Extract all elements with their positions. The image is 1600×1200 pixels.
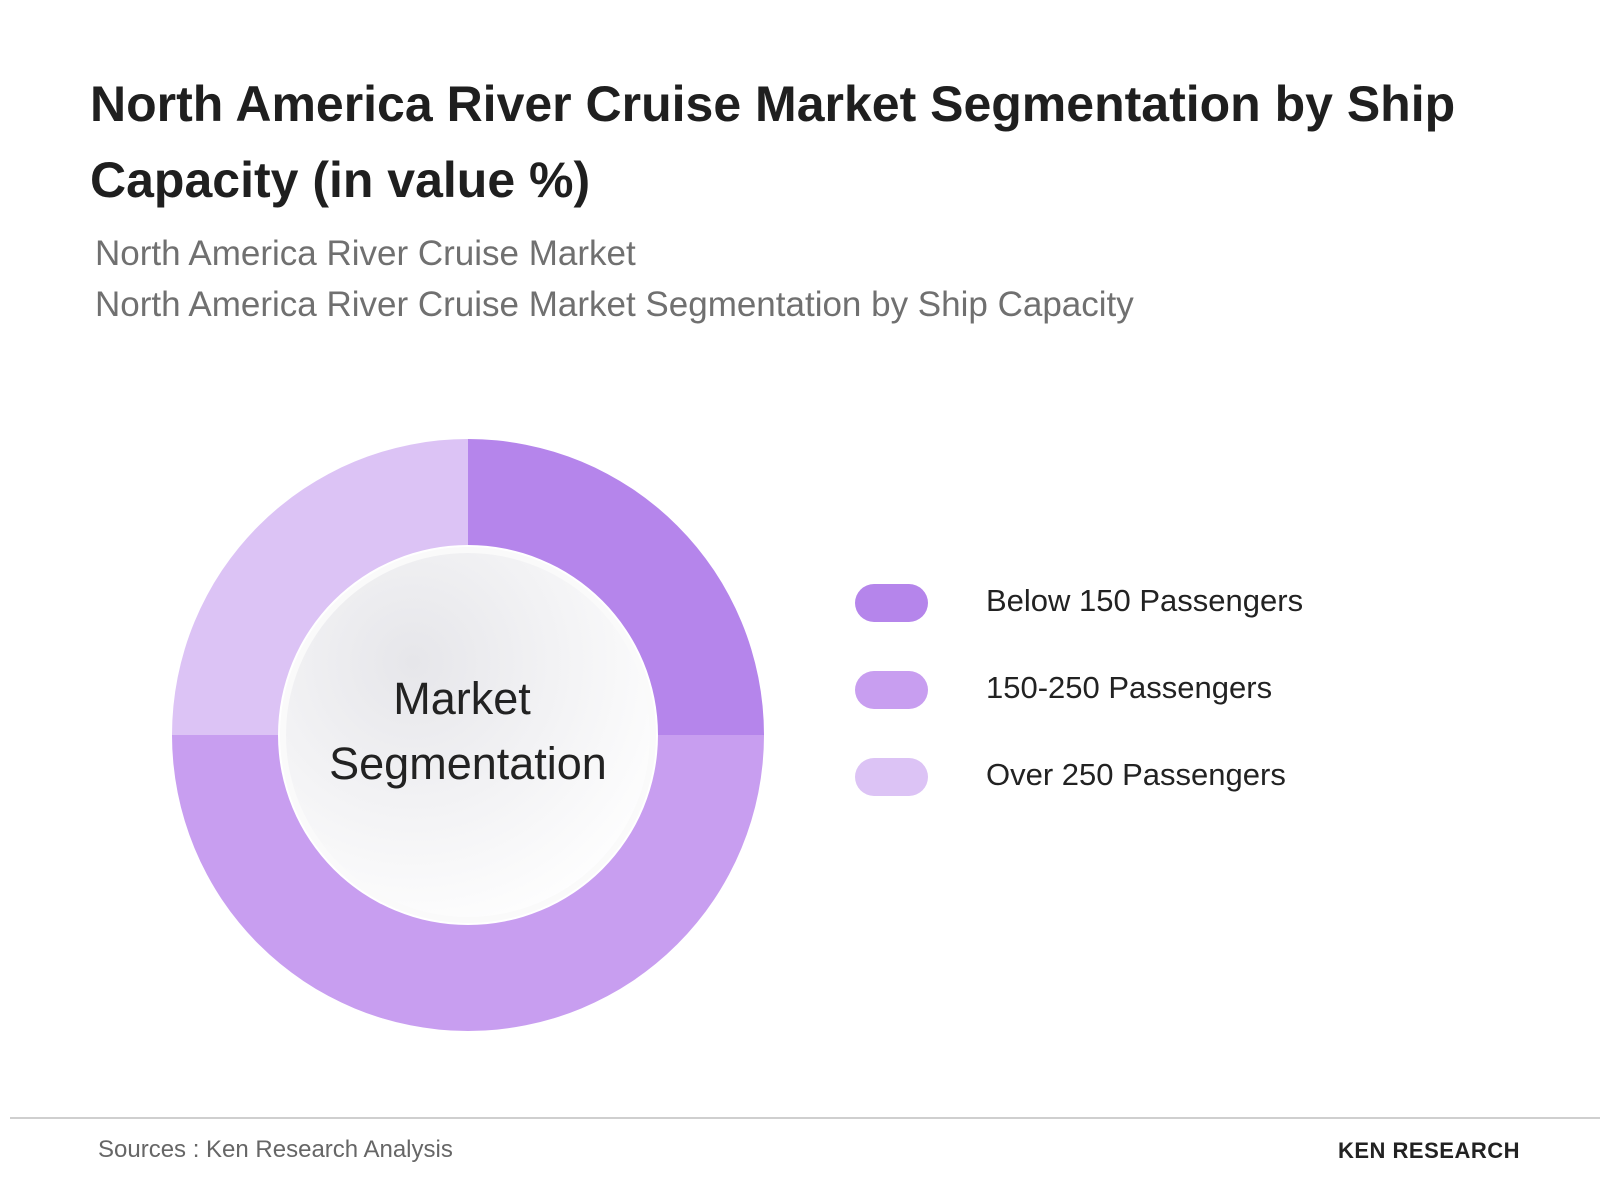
footer-rule — [10, 1117, 1600, 1119]
legend-label: Below 150 Passengers — [986, 583, 1303, 618]
source: Sources : Ken Research Analysis — [98, 1136, 453, 1163]
chart: Market Segmentation Below 150 Passengers… — [172, 439, 1303, 1031]
center-label: Segmentation — [329, 738, 607, 789]
legend-swatch — [855, 758, 928, 796]
donut-segment — [172, 735, 764, 1031]
legend-swatch — [855, 584, 928, 622]
legend-label: Over 250 Passengers — [986, 757, 1286, 792]
donut-hole — [286, 553, 650, 917]
donut-segment — [172, 439, 468, 735]
chart-title: North America River Cruise Market Segmen… — [90, 76, 1456, 208]
legend: Below 150 Passengers 150-250 Passengers Ov… — [855, 583, 1303, 796]
center-label: Market — [393, 673, 531, 724]
subtitle: North America River Cruise Market — [95, 234, 636, 273]
subtitle: North America River Cruise Market Segmen… — [95, 285, 1134, 324]
donut — [172, 439, 764, 1031]
legend-swatch — [855, 671, 928, 709]
legend-label: 150-250 Passengers — [986, 670, 1272, 705]
logo: KEN RESEARCH — [1337, 1138, 1520, 1163]
donut-segment — [468, 439, 764, 735]
